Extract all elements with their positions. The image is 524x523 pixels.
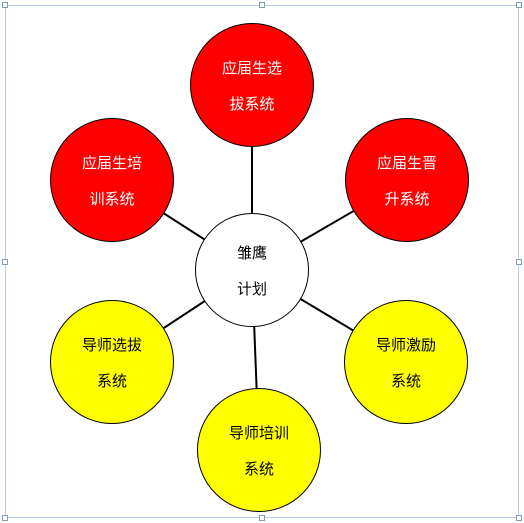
selection-handle[interactable] bbox=[516, 515, 522, 521]
selection-handle[interactable] bbox=[516, 259, 522, 265]
outer-node-bottom-left: 导师选拔 系统 bbox=[50, 300, 174, 424]
outer-node-top: 应届生选 拔系统 bbox=[190, 23, 314, 147]
outer-node-line2: 系统 bbox=[244, 458, 274, 479]
selection-handle[interactable] bbox=[2, 2, 8, 8]
outer-node-bottom: 导师培训 系统 bbox=[197, 388, 321, 512]
center-line1: 雏鹰 bbox=[237, 242, 267, 263]
selection-handle[interactable] bbox=[516, 2, 522, 8]
outer-node-line1: 导师激励 bbox=[376, 334, 436, 355]
selection-handle[interactable] bbox=[2, 515, 8, 521]
outer-node-top-left: 应届生培 训系统 bbox=[50, 118, 174, 242]
outer-node-line2: 升系统 bbox=[384, 188, 429, 209]
outer-node-bottom-right: 导师激励 系统 bbox=[344, 300, 468, 424]
outer-node-top-right: 应届生晋 升系统 bbox=[345, 118, 469, 242]
outer-node-line2: 拔系统 bbox=[229, 93, 274, 114]
center-node: 雏鹰 计划 bbox=[195, 213, 309, 327]
outer-node-line1: 应届生培 bbox=[82, 152, 142, 173]
outer-node-line2: 系统 bbox=[97, 370, 127, 391]
selection-handle[interactable] bbox=[2, 259, 8, 265]
center-line2: 计划 bbox=[237, 278, 267, 299]
outer-node-line1: 导师培训 bbox=[229, 422, 289, 443]
outer-node-line1: 导师选拔 bbox=[82, 334, 142, 355]
selection-handle[interactable] bbox=[259, 2, 265, 8]
outer-node-line1: 应届生选 bbox=[222, 57, 282, 78]
selection-handle[interactable] bbox=[259, 515, 265, 521]
outer-node-line2: 训系统 bbox=[89, 188, 134, 209]
outer-node-line2: 系统 bbox=[391, 370, 421, 391]
outer-node-line1: 应届生晋 bbox=[377, 152, 437, 173]
diagram-canvas: 雏鹰 计划 应届生选 拔系统 应届生晋 升系统 应届生培 训系统 导师激励 系统… bbox=[0, 0, 524, 523]
